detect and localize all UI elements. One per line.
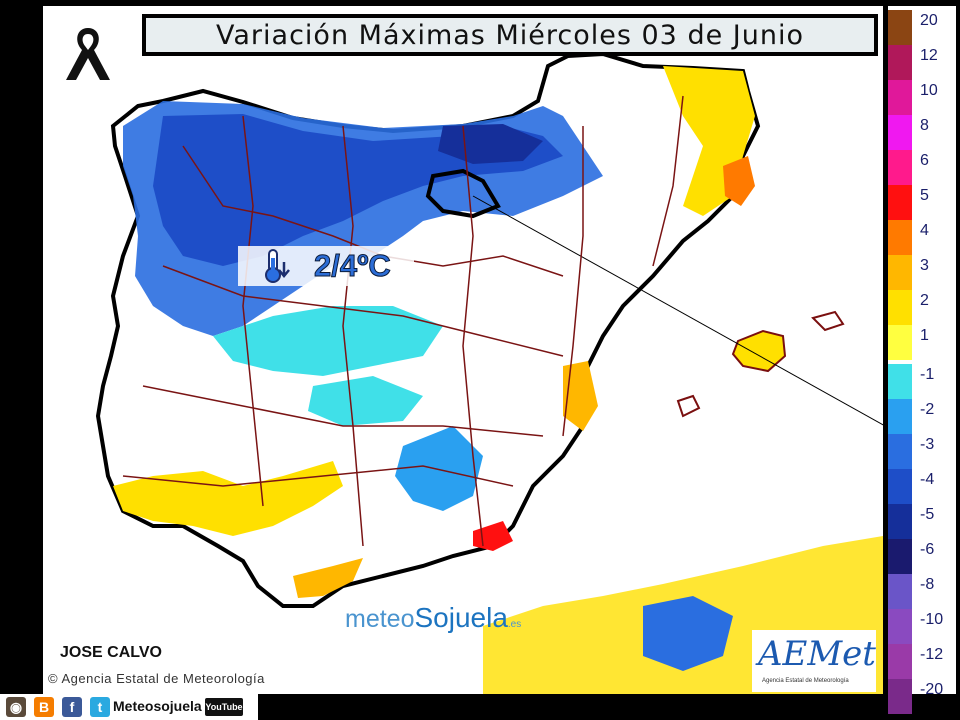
- aemet-subtitle: Agencia Estatal de Meteorología: [762, 678, 849, 684]
- temperature-annotation: 2/4ºC: [238, 246, 414, 286]
- map-frame: [43, 6, 883, 694]
- agency-credit: © Agencia Estatal de Meteorología: [48, 671, 265, 686]
- legend-label-negative-6: -8: [920, 576, 935, 593]
- legend-label-positive-7: 3: [920, 257, 929, 274]
- province-borders: [122, 95, 684, 547]
- legend-swatch-positive-3: [888, 115, 912, 150]
- author-name: JOSE CALVO: [60, 644, 162, 661]
- mourning-ribbon-icon: [66, 28, 110, 80]
- legend-swatch-positive-0: [888, 10, 912, 45]
- youtube-icon[interactable]: YouTube: [205, 698, 243, 716]
- legend-swatch-positive-7: [888, 255, 912, 290]
- warm-anomaly-northeast-hot: [723, 156, 755, 206]
- legend-swatch-positive-1: [888, 45, 912, 80]
- legend-swatch-positive-8: [888, 290, 912, 325]
- legend-label-negative-9: -20: [920, 681, 944, 698]
- legend-label-positive-6: 4: [920, 222, 929, 239]
- light-cool-band: [213, 306, 443, 376]
- legend-label-negative-5: -6: [920, 541, 935, 558]
- blogger-icon[interactable]: B: [34, 697, 54, 717]
- legend-swatch-negative-8: [888, 644, 912, 679]
- menorca: [811, 310, 845, 332]
- legend-label-negative-4: -5: [920, 506, 935, 523]
- legend-swatch-positive-2: [888, 80, 912, 115]
- social-bar: ◉ B f t Meteosojuela YouTube: [0, 694, 258, 720]
- legend-swatch-negative-1: [888, 399, 912, 434]
- legend-label-negative-8: -12: [920, 646, 944, 663]
- temperature-value: 2/4ºC: [314, 248, 392, 284]
- legend-swatch-negative-7: [888, 609, 912, 644]
- instagram-icon[interactable]: ◉: [6, 697, 26, 717]
- map-title: Variación Máximas Miércoles 03 de Junio: [146, 18, 874, 52]
- logo-part-sojuela: Sojuela: [414, 602, 508, 633]
- social-handle[interactable]: Meteosojuela: [113, 698, 202, 714]
- legend-swatch-negative-4: [888, 504, 912, 539]
- meteosojuela-logo: meteoSojuela.es: [345, 602, 521, 634]
- legend-label-positive-2: 10: [920, 82, 938, 99]
- logo-part-tld: .es: [507, 619, 522, 630]
- cool-anomaly-center: [308, 376, 423, 426]
- legend-label-negative-3: -4: [920, 471, 935, 488]
- legend-swatch-negative-9: [888, 679, 912, 714]
- legend-label-positive-1: 12: [920, 47, 938, 64]
- warm-anomaly-east-coast: [563, 361, 598, 431]
- legend-swatch-negative-0: [888, 364, 912, 399]
- legend-swatch-negative-5: [888, 539, 912, 574]
- legend-label-negative-1: -2: [920, 401, 935, 418]
- aemet-wordmark: AEMet: [758, 634, 876, 674]
- ibiza: [676, 394, 701, 418]
- legend-label-positive-8: 2: [920, 292, 929, 309]
- legend-label-negative-7: -10: [920, 611, 944, 628]
- legend-label-negative-2: -3: [920, 436, 935, 453]
- facebook-icon[interactable]: f: [62, 697, 82, 717]
- cool-anomaly-southeast: [395, 426, 483, 511]
- map-title-box: Variación Máximas Miércoles 03 de Junio: [142, 14, 878, 56]
- logo-part-meteo: meteo: [345, 605, 415, 633]
- legend-label-negative-0: -1: [920, 366, 935, 383]
- legend-swatch-positive-5: [888, 185, 912, 220]
- legend-swatch-negative-3: [888, 469, 912, 504]
- warm-anomaly-south-coast: [293, 558, 363, 598]
- legend-label-positive-4: 6: [920, 152, 929, 169]
- legend-label-positive-9: 1: [920, 327, 929, 344]
- legend-swatch-positive-4: [888, 150, 912, 185]
- thermometer-down-icon: [265, 249, 290, 283]
- mallorca: [731, 329, 787, 373]
- highlighted-province: [425, 168, 501, 219]
- legend-label-positive-3: 8: [920, 117, 929, 134]
- legend-swatch-negative-6: [888, 574, 912, 609]
- twitter-icon[interactable]: t: [90, 697, 110, 717]
- legend-swatch-positive-6: [888, 220, 912, 255]
- anomaly-map: [43, 6, 883, 694]
- legend-swatch-negative-2: [888, 434, 912, 469]
- legend-swatch-positive-9: [888, 325, 912, 360]
- legend-label-positive-0: 20: [920, 12, 938, 29]
- aemet-logo: AEMet Agencia Estatal de Meteorología: [752, 630, 876, 692]
- pointer-line: [472, 195, 883, 426]
- legend-label-positive-5: 5: [920, 187, 929, 204]
- north-africa-cool: [643, 596, 733, 671]
